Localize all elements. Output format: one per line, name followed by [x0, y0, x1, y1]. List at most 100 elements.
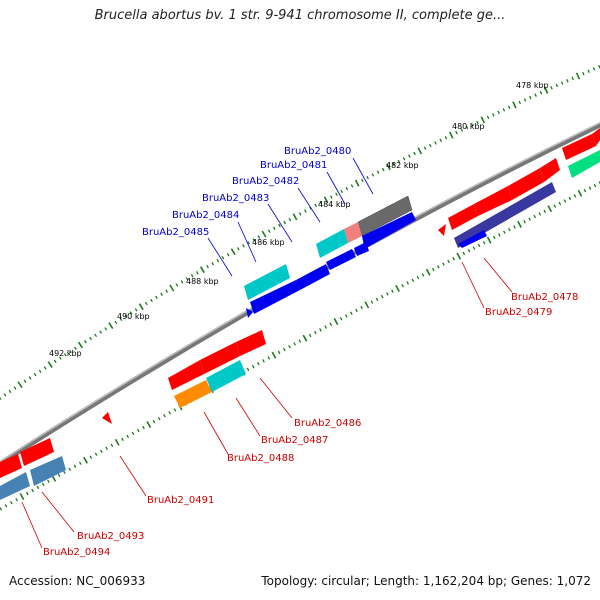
- minor-tick: [283, 220, 287, 225]
- gene-label[interactable]: BruAb2_0483: [202, 193, 269, 204]
- gene-label[interactable]: BruAb2_0491: [147, 495, 214, 506]
- gene-feature[interactable]: [236, 330, 266, 356]
- minor-tick: [126, 434, 130, 439]
- gene-feature[interactable]: [508, 168, 544, 200]
- minor-tick: [539, 90, 543, 95]
- outer-tick-ring: [0, 64, 600, 400]
- gene-feature[interactable]: [174, 380, 212, 408]
- minor-tick: [571, 76, 574, 81]
- minor-tick: [251, 364, 255, 369]
- minor-tick: [43, 366, 47, 370]
- minor-tick: [467, 248, 471, 253]
- major-tick: [395, 285, 400, 292]
- minor-tick: [366, 175, 369, 180]
- gene-feature[interactable]: [592, 128, 600, 146]
- minor-tick: [498, 233, 501, 237]
- gene-label[interactable]: BruAb2_0484: [172, 210, 239, 221]
- gene-feature[interactable]: [206, 360, 246, 392]
- gene-feature[interactable]: [454, 182, 556, 248]
- gene-feature[interactable]: [326, 249, 356, 270]
- minor-tick: [492, 235, 496, 240]
- major-tick: [83, 456, 88, 464]
- gene-feature[interactable]: [540, 158, 560, 182]
- major-tick: [517, 220, 522, 228]
- gene-feature[interactable]: [250, 280, 300, 314]
- kbp-label: 492 kbp: [49, 349, 82, 358]
- gene-feature[interactable]: [562, 134, 596, 160]
- gene-feature[interactable]: [102, 412, 112, 424]
- gene-feature[interactable]: [448, 204, 478, 230]
- gene-feature[interactable]: [344, 222, 362, 243]
- upper-strand-genes: [244, 128, 600, 318]
- minor-tick: [402, 157, 406, 161]
- minor-tick: [371, 173, 375, 177]
- minor-tick: [471, 123, 474, 127]
- minor-tick: [68, 349, 72, 354]
- major-tick: [333, 318, 339, 325]
- gene-feature[interactable]: [296, 264, 330, 290]
- minor-tick: [439, 138, 443, 143]
- minor-tick: [242, 244, 245, 248]
- minor-tick: [41, 482, 45, 487]
- gene-label[interactable]: BruAb2_0482: [232, 176, 299, 187]
- minor-tick: [563, 199, 567, 203]
- gene-label[interactable]: BruAb2_0493: [77, 531, 144, 542]
- gene-label[interactable]: BruAb2_0479: [485, 307, 552, 318]
- major-tick: [169, 284, 175, 292]
- gene-feature[interactable]: [316, 229, 348, 258]
- major-tick: [480, 116, 486, 124]
- gene-feature[interactable]: [458, 230, 487, 248]
- minor-tick: [105, 446, 108, 451]
- gene-feature[interactable]: [0, 472, 30, 500]
- minor-tick: [104, 327, 108, 331]
- kbp-label: 480 kbp: [452, 122, 485, 131]
- major-tick: [17, 381, 23, 389]
- minor-tick: [129, 311, 133, 315]
- gene-labels: BruAb2_0480 BruAb2_0481 BruAb2_0482 BruA…: [43, 146, 578, 558]
- minor-tick: [47, 479, 50, 484]
- major-tick: [138, 303, 144, 311]
- minor-tick: [110, 443, 114, 448]
- gene-label[interactable]: BruAb2_0488: [227, 453, 294, 464]
- minor-tick: [416, 275, 420, 280]
- minor-tick: [134, 308, 138, 312]
- minor-tick: [432, 267, 435, 272]
- gene-label[interactable]: BruAb2_0485: [142, 227, 209, 238]
- minor-tick: [503, 230, 506, 234]
- gene-feature[interactable]: [20, 438, 54, 466]
- minor-tick: [142, 425, 145, 430]
- gene-feature[interactable]: [438, 224, 446, 236]
- gene-feature[interactable]: [354, 242, 369, 256]
- minor-tick: [73, 346, 77, 350]
- gene-feature[interactable]: [0, 454, 22, 478]
- gene-label[interactable]: BruAb2_0487: [261, 435, 328, 446]
- major-tick: [486, 236, 492, 244]
- minor-tick: [462, 251, 466, 256]
- gene-feature[interactable]: [30, 456, 66, 486]
- gene-label[interactable]: BruAb2_0494: [43, 547, 110, 558]
- gene-label[interactable]: BruAb2_0478: [511, 292, 578, 303]
- minor-tick: [476, 120, 479, 125]
- gene-feature[interactable]: [568, 150, 600, 178]
- gene-label[interactable]: BruAb2_0486: [294, 418, 361, 429]
- minor-tick: [507, 105, 511, 110]
- minor-tick: [381, 167, 385, 172]
- major-tick: [19, 493, 25, 500]
- gene-feature[interactable]: [168, 360, 204, 390]
- minor-tick: [100, 449, 103, 454]
- gene-feature[interactable]: [362, 212, 416, 248]
- gene-label[interactable]: BruAb2_0480: [284, 146, 351, 157]
- minor-tick: [413, 151, 416, 156]
- major-tick: [200, 266, 205, 274]
- major-tick: [448, 131, 454, 139]
- minor-tick: [298, 339, 302, 343]
- gene-label[interactable]: BruAb2_0481: [260, 160, 327, 171]
- minor-tick: [33, 372, 37, 377]
- gene-feature[interactable]: [474, 186, 512, 216]
- gene-feature[interactable]: [244, 264, 290, 300]
- minor-tick: [573, 194, 577, 198]
- major-tick: [323, 196, 329, 204]
- gene-feature[interactable]: [200, 342, 240, 374]
- minor-tick: [550, 86, 553, 90]
- gene-feature[interactable]: [246, 308, 253, 318]
